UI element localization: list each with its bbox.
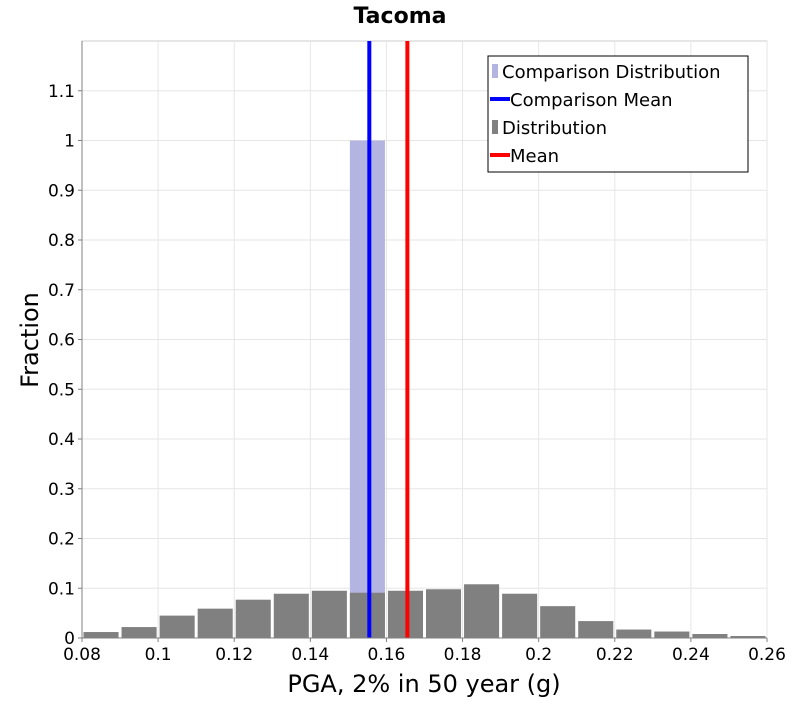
bar-distribution — [540, 606, 576, 638]
mean-lines — [367, 41, 410, 638]
x-tick-label: 0.12 — [215, 645, 253, 665]
chart-title: Tacoma — [354, 4, 447, 29]
legend-label-comparison-mean: Comparison Mean — [510, 90, 673, 111]
x-tick-label: 0.18 — [444, 645, 482, 665]
bar-distribution — [426, 589, 462, 638]
bar-distribution — [197, 608, 233, 638]
bar-distribution — [311, 590, 347, 638]
y-tick-label: 0.4 — [48, 430, 75, 450]
y-tick-label: 0.8 — [48, 231, 75, 251]
y-tick-label: 1.1 — [48, 82, 75, 102]
y-tick-label: 0 — [64, 629, 75, 649]
x-tick-label: 0.08 — [63, 645, 101, 665]
y-tick-label: 0.2 — [48, 530, 75, 550]
bar-distribution — [578, 621, 614, 638]
y-axis-label: Fraction — [16, 292, 44, 388]
y-tick-label: 0.7 — [48, 281, 75, 301]
y-tick-label: 0.9 — [48, 181, 75, 201]
bar-distribution — [616, 629, 652, 638]
y-tick-label: 0.6 — [48, 331, 75, 351]
x-tick-label: 0.24 — [672, 645, 710, 665]
bar-distribution — [83, 632, 119, 638]
y-tick-label: 0.1 — [48, 579, 75, 599]
x-tick-label: 0.16 — [368, 645, 406, 665]
bar-distribution — [502, 593, 538, 638]
legend-label-mean: Mean — [510, 146, 559, 167]
bar-distribution — [235, 599, 271, 638]
x-tick-label: 0.2 — [525, 645, 552, 665]
legend-label-comparison-distribution: Comparison Distribution — [502, 62, 721, 83]
x-tick-label: 0.1 — [145, 645, 172, 665]
legend-label-distribution: Distribution — [502, 118, 607, 139]
legend-swatch-distribution — [492, 120, 498, 134]
bar-distribution — [464, 584, 500, 638]
axes — [78, 41, 768, 642]
legend: Comparison Distribution Comparison Mean Di… — [487, 55, 749, 173]
x-tick-label: 0.22 — [596, 645, 634, 665]
bar-distribution — [159, 615, 195, 638]
bar-distribution — [121, 627, 157, 638]
y-tick-label: 1 — [64, 132, 75, 152]
y-tick-label: 0.3 — [48, 480, 75, 500]
bar-distribution — [654, 631, 690, 638]
bar-distribution — [273, 593, 309, 638]
legend-box — [487, 55, 749, 173]
y-tick-label: 0.5 — [48, 380, 75, 400]
tick-labels: 0.08 0.1 0.12 0.14 0.16 0.18 0.2 0.22 0.24 0.26 0 0… — [48, 82, 786, 665]
x-tick-label: 0.26 — [748, 645, 786, 665]
x-tick-label: 0.14 — [291, 645, 329, 665]
x-axis-label: PGA, 2% in 50 year (g) — [287, 670, 560, 698]
bar-distribution — [730, 636, 766, 638]
legend-swatch-comparison-distribution — [492, 64, 498, 78]
bar-distribution — [692, 634, 728, 638]
